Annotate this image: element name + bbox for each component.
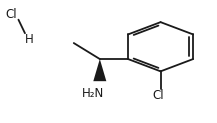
Text: Cl: Cl <box>5 8 17 21</box>
Polygon shape <box>93 59 106 81</box>
Text: Cl: Cl <box>153 89 164 102</box>
Text: H: H <box>25 33 34 46</box>
Text: H₂N: H₂N <box>82 87 104 100</box>
